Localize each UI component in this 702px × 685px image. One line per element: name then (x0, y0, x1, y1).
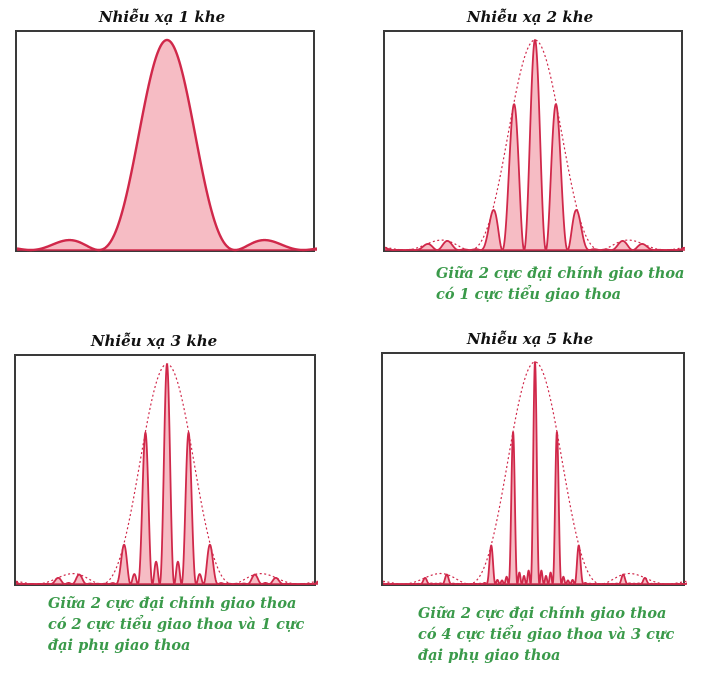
diffraction-plot-3 (16, 363, 318, 585)
intensity-fill (383, 362, 687, 584)
plot-frame (383, 30, 685, 252)
panel-note: Giữa 2 cực đại chính giao thoa có 1 cực … (436, 263, 684, 305)
single-slit-envelope (385, 39, 685, 251)
intensity-fill (16, 364, 318, 584)
note-line: Giữa 2 cực đại chính giao thoa (436, 265, 685, 282)
intensity-curve (383, 361, 687, 585)
panel-title: Nhiễu xạ 3 khe (90, 332, 218, 350)
panel-title: Nhiễu xạ 2 khe (466, 8, 594, 26)
note-line: có 2 cực tiểu giao thoa và 1 cực (48, 616, 305, 633)
intensity-fill (385, 40, 685, 250)
plot-frame (15, 30, 317, 252)
note-line: Giữa 2 cực đại chính giao thoa (48, 595, 297, 612)
intensity-fill (17, 40, 317, 250)
panel-title: Nhiễu xạ 5 khe (466, 330, 594, 348)
note-line: có 1 cực tiểu giao thoa (436, 286, 622, 303)
intensity-curve (385, 39, 685, 251)
diffraction-plot-1 (17, 38, 317, 252)
panel-note: Giữa 2 cực đại chính giao thoa có 4 cực … (418, 603, 674, 666)
panel-note: Giữa 2 cực đại chính giao thoa có 2 cực … (48, 593, 304, 656)
plot-frame (381, 352, 687, 586)
diffraction-plot-5 (383, 361, 687, 585)
note-line: Giữa 2 cực đại chính giao thoa (418, 605, 667, 622)
note-line: đại phụ giao thoa (48, 637, 191, 654)
panel-title: Nhiễu xạ 1 khe (98, 8, 226, 26)
note-line: có 4 cực tiểu giao thoa và 3 cực (418, 626, 675, 643)
intensity-curve (17, 38, 317, 252)
diffraction-plot-2 (385, 39, 685, 251)
plot-frame (14, 354, 318, 586)
intensity-curve (16, 363, 318, 585)
note-line: đại phụ giao thoa (418, 647, 561, 664)
